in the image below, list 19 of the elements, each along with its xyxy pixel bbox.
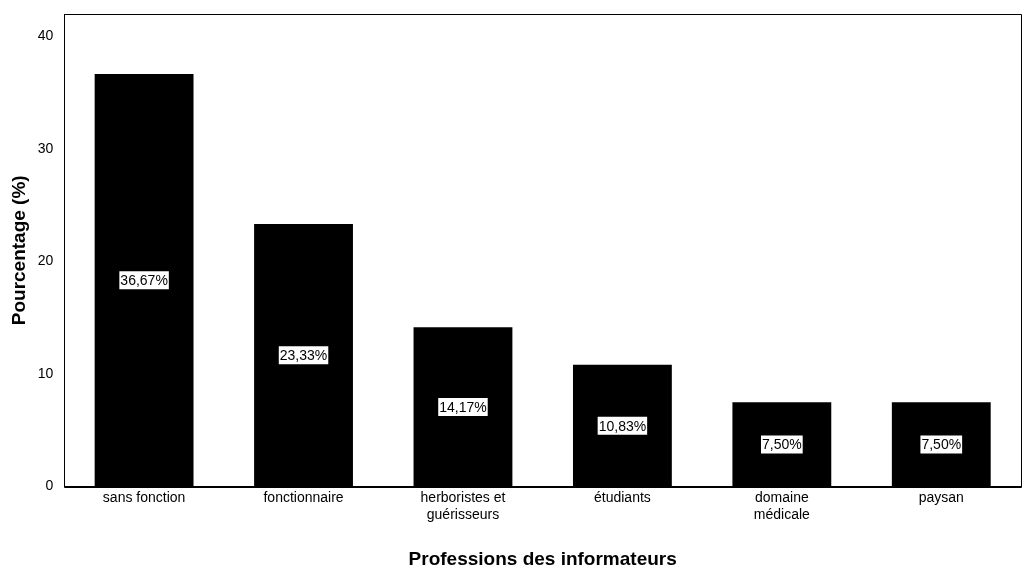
data-label: 36,67% — [120, 272, 168, 289]
y-tick-label: 10 — [37, 364, 54, 381]
y-tick-label: 30 — [37, 139, 54, 156]
x-tick-label: sans fonction — [102, 488, 186, 505]
data-label: 10,83% — [598, 417, 647, 434]
data-label: 23,33% — [279, 347, 328, 364]
x-tick-label: paysan — [918, 488, 964, 505]
y-tick-label: 0 — [45, 477, 54, 494]
x-tick-label: domaine médicale — [753, 488, 811, 522]
y-axis-title: Pourcentage (%) — [7, 175, 29, 326]
data-label: 14,17% — [439, 398, 487, 415]
y-tick-label: 40 — [37, 27, 54, 44]
x-axis-title: Professions des informateurs — [408, 547, 677, 569]
x-tick-label: fonctionnaire — [263, 488, 344, 505]
y-tick-label: 20 — [37, 252, 54, 269]
x-tick-label: herboristes et guérisseurs — [420, 488, 506, 522]
x-tick-label: étudiants — [593, 488, 651, 505]
data-label: 7,50% — [921, 436, 962, 453]
data-label: 7,50% — [761, 436, 802, 453]
